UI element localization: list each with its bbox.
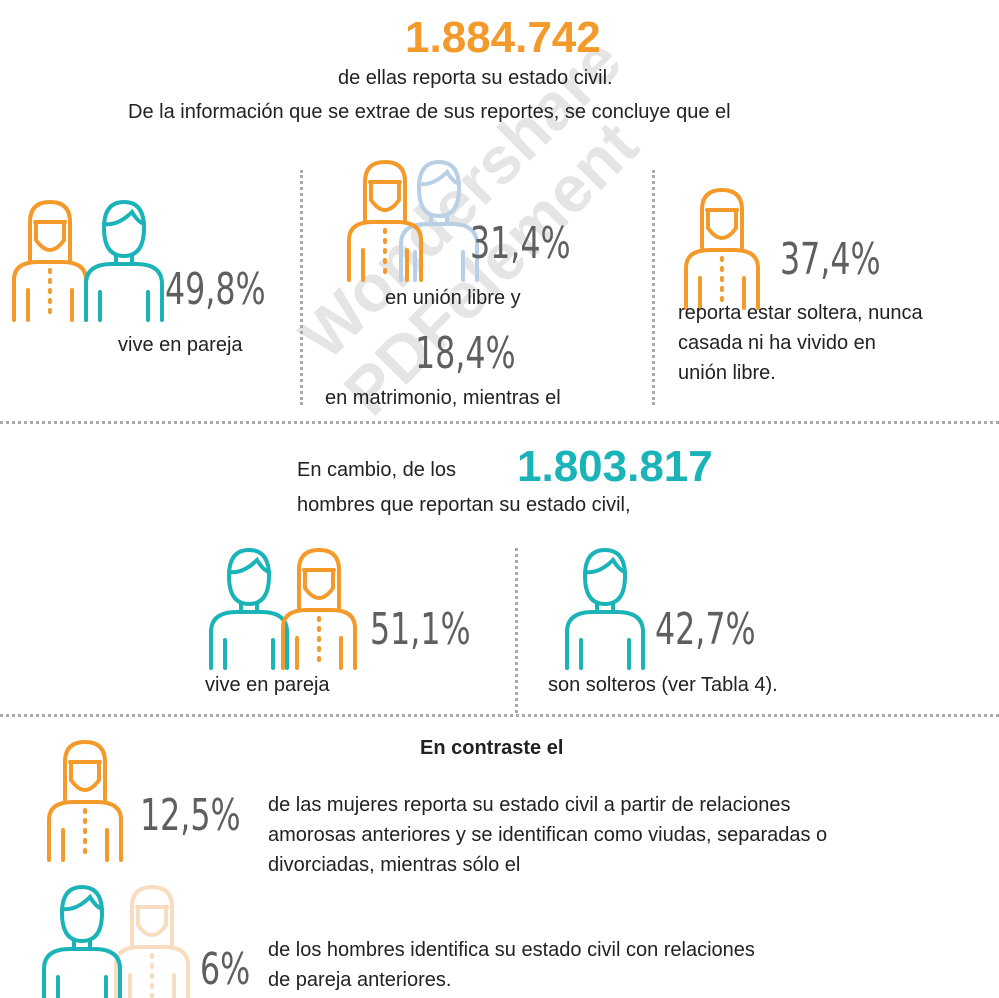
percent: 18,4% — [415, 328, 516, 379]
percent: 51,1% — [370, 604, 471, 655]
divider — [652, 170, 655, 405]
contrast-title: En contraste el — [420, 737, 564, 759]
couple-icon — [12, 200, 164, 322]
woman-icon — [684, 188, 760, 310]
woman-icon — [347, 160, 479, 282]
men-intro: En cambio, de los — [297, 459, 456, 481]
label: de pareja anteriores. — [268, 969, 452, 991]
label: vive en pareja — [118, 334, 243, 356]
header-line: de ellas reporta su estado civil. — [338, 67, 613, 89]
label: amorosas anteriores y se identifican com… — [268, 824, 828, 846]
divider — [300, 170, 303, 405]
label: de los hombres identifica su estado civi… — [268, 939, 755, 961]
divider — [0, 421, 999, 424]
label: en unión libre y — [385, 287, 521, 309]
divider — [0, 714, 999, 717]
label: divorciadas, mientras sólo el — [268, 854, 521, 876]
label: de las mujeres reporta su estado civil a… — [268, 794, 791, 816]
label: unión libre. — [678, 362, 776, 384]
percent: 6% — [200, 944, 251, 995]
women-total: 1.884.742 — [405, 13, 601, 62]
men-total: 1.803.817 — [517, 442, 713, 491]
men-intro: hombres que reportan su estado civil, — [297, 494, 631, 516]
percent: 37,4% — [780, 234, 881, 285]
man-icon — [565, 548, 645, 670]
percent: 31,4% — [470, 218, 571, 269]
header-line: De la información que se extrae de sus r… — [128, 101, 731, 123]
percent: 12,5% — [140, 790, 241, 841]
divider — [515, 548, 518, 713]
percent: 42,7% — [655, 604, 756, 655]
percent: 49,8% — [165, 264, 266, 315]
label: reporta estar soltera, nunca — [678, 302, 923, 324]
label: son solteros (ver Tabla 4). — [548, 674, 778, 696]
label: en matrimonio, mientras el — [325, 387, 561, 409]
label: casada ni ha vivido en — [678, 332, 876, 354]
woman-icon — [47, 740, 123, 862]
label: vive en pareja — [205, 674, 330, 696]
couple-icon — [209, 548, 357, 670]
man-icon — [42, 885, 190, 998]
